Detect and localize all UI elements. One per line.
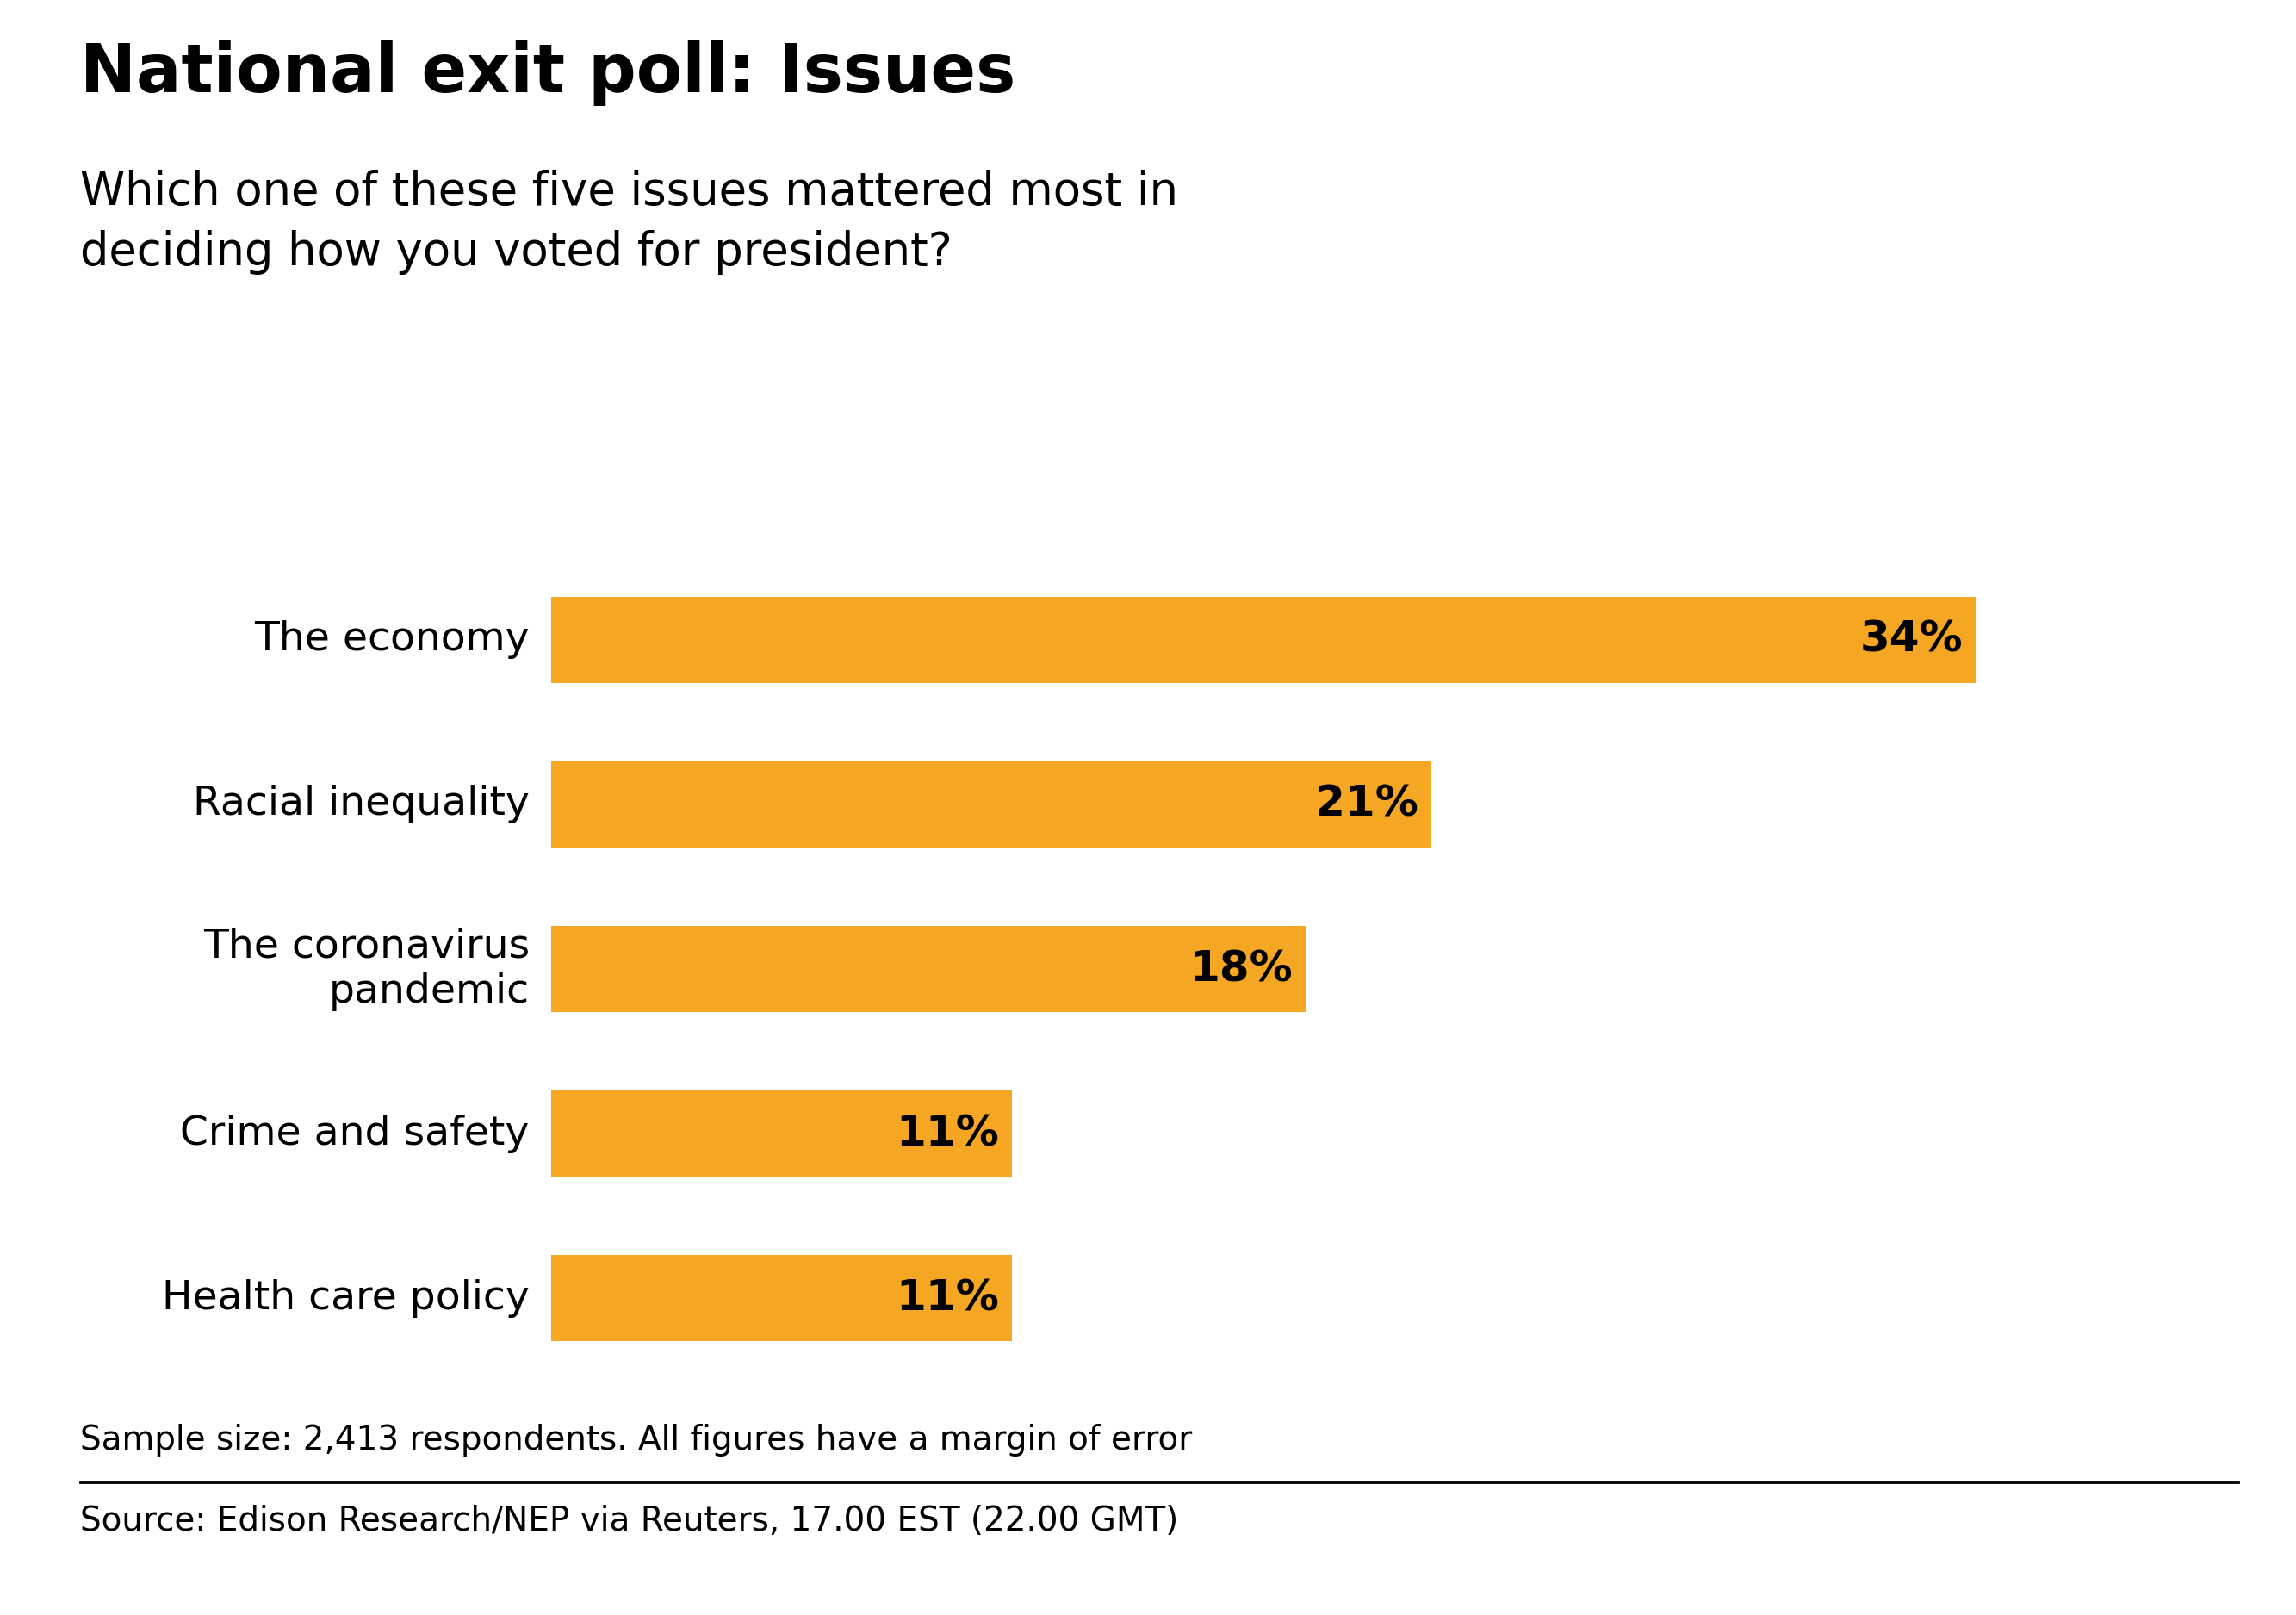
- Bar: [551, 927, 1304, 1011]
- Text: Sample size: 2,413 respondents. All figures have a margin of error: Sample size: 2,413 respondents. All figu…: [80, 1424, 1192, 1457]
- Text: Source: Edison Research/NEP via Reuters, 17.00 EST (22.00 GMT): Source: Edison Research/NEP via Reuters,…: [80, 1505, 1178, 1537]
- Text: 11%: 11%: [895, 1277, 999, 1319]
- Text: 18%: 18%: [1189, 948, 1293, 990]
- Text: 21%: 21%: [1316, 783, 1419, 825]
- Bar: [551, 1255, 1013, 1340]
- Bar: [551, 762, 1430, 848]
- Text: Which one of these five issues mattered most in
deciding how you voted for presi: Which one of these five issues mattered …: [80, 170, 1178, 275]
- Text: BBC: BBC: [2078, 1531, 2179, 1571]
- Text: National exit poll: Issues: National exit poll: Issues: [80, 40, 1015, 107]
- Text: 11%: 11%: [895, 1113, 999, 1155]
- Bar: [551, 1090, 1013, 1176]
- Text: 34%: 34%: [1860, 619, 1963, 661]
- Bar: [551, 598, 1975, 683]
